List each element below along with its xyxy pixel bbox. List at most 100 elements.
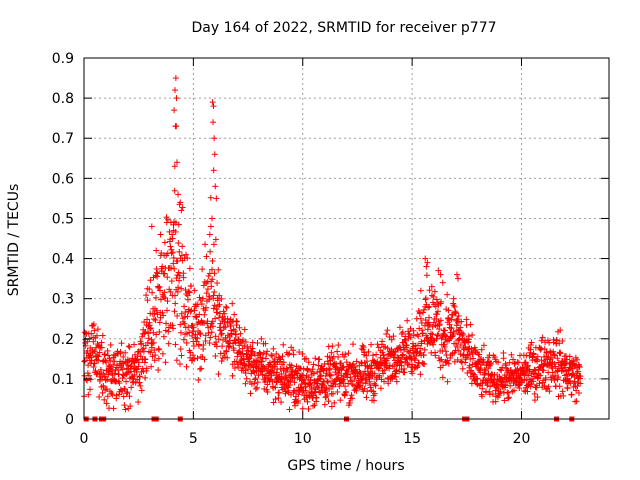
data-point [209, 276, 216, 283]
data-point [207, 194, 214, 201]
data-point [344, 370, 351, 377]
data-point [88, 357, 95, 364]
data-point [272, 396, 279, 403]
data-point [433, 335, 440, 342]
data-point [101, 396, 108, 403]
data-point [142, 356, 149, 363]
data-point [180, 274, 187, 281]
data-point [236, 324, 243, 331]
data-point [126, 344, 133, 351]
data-point [313, 378, 320, 385]
data-point [390, 349, 397, 356]
data-point [467, 321, 474, 328]
data-point [94, 326, 101, 333]
data-point [231, 365, 238, 372]
data-point [186, 329, 193, 336]
data-point [159, 309, 166, 316]
data-point [266, 377, 273, 384]
data-point [414, 364, 421, 371]
data-point [169, 249, 176, 256]
data-point [184, 296, 191, 303]
data-point [292, 402, 299, 409]
data-point [339, 364, 346, 371]
data-point [95, 353, 102, 360]
data-point [264, 388, 271, 395]
data-point [320, 365, 327, 372]
data-point [223, 348, 230, 355]
data-point [457, 324, 464, 331]
data-point [119, 360, 126, 367]
data-point [123, 390, 130, 397]
data-point [454, 319, 461, 326]
data-point [362, 380, 369, 387]
data-point [178, 310, 185, 317]
data-point [295, 397, 302, 404]
data-point [286, 406, 293, 413]
data-point [383, 331, 390, 338]
data-point [147, 349, 154, 356]
data-point [142, 374, 149, 381]
data-point [143, 365, 150, 372]
data-point [196, 311, 203, 318]
data-point [184, 313, 191, 320]
data-point [364, 388, 371, 395]
data-point [335, 353, 342, 360]
data-point [440, 362, 447, 369]
data-point [470, 355, 477, 362]
data-point [321, 401, 328, 408]
data-point [215, 371, 222, 378]
data-point [331, 399, 338, 406]
data-point [464, 369, 471, 376]
data-point [433, 296, 440, 303]
data-point [410, 332, 417, 339]
data-point [480, 358, 487, 365]
data-point [272, 384, 279, 391]
data-point [89, 322, 96, 329]
data-point [152, 294, 159, 301]
data-point [326, 386, 333, 393]
data-point [204, 318, 211, 325]
data-point [337, 397, 344, 404]
data-point [324, 379, 331, 386]
data-point [96, 349, 103, 356]
data-point [436, 321, 443, 328]
data-point [342, 383, 349, 390]
data-point [289, 375, 296, 382]
data-point [135, 359, 142, 366]
data-point [216, 301, 223, 308]
data-point [199, 266, 206, 273]
data-point [242, 370, 249, 377]
data-point [203, 290, 210, 297]
data-point [358, 360, 365, 367]
data-point [171, 308, 178, 315]
data-point [233, 331, 240, 338]
data-point [448, 311, 455, 318]
data-point [345, 350, 352, 357]
data-point [445, 360, 452, 367]
data-point [190, 352, 197, 359]
data-point [430, 293, 437, 300]
data-point [284, 366, 291, 373]
data-point [168, 265, 175, 272]
data-point [301, 356, 308, 363]
data-point [175, 221, 182, 228]
data-point [275, 395, 282, 402]
data-point [412, 356, 419, 363]
data-point [368, 341, 375, 348]
data-point [106, 368, 113, 375]
data-point [401, 369, 408, 376]
data-point [371, 390, 378, 397]
data-point [391, 352, 398, 359]
data-point [215, 314, 222, 321]
data-point [386, 362, 393, 369]
data-point [221, 310, 228, 317]
data-point [304, 398, 311, 405]
data-point [109, 391, 116, 398]
data-point [228, 318, 235, 325]
data-point [302, 387, 309, 394]
data-point [120, 393, 127, 400]
data-point [113, 362, 120, 369]
data-point [380, 370, 387, 377]
data-point [183, 339, 190, 346]
data-point [219, 343, 226, 350]
